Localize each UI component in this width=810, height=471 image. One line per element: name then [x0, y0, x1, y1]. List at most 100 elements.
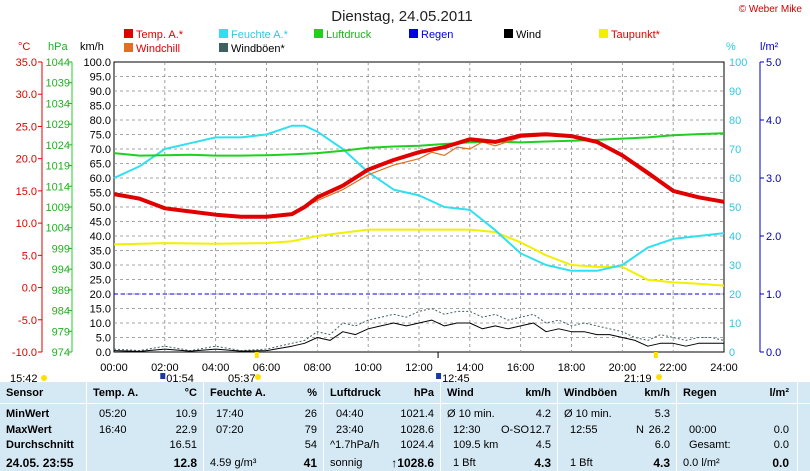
gust-avg: 6.0	[654, 439, 670, 451]
wind-tick-15: 25.0	[90, 275, 111, 287]
wind-tick-6: 70.0	[90, 144, 111, 156]
x-tick-7: 14:00	[456, 362, 484, 374]
wind-tick-11: 45.0	[90, 217, 111, 229]
x-tick-4: 08:00	[304, 362, 332, 374]
legend-swatch-7	[219, 43, 228, 52]
pressure-tick-10: 994	[52, 264, 70, 276]
rain-total: 0.0	[773, 439, 789, 451]
col-press-header: Luftdruck	[330, 387, 381, 399]
press-min-time: 04:40	[336, 408, 364, 420]
min-time-label: 01:54	[166, 373, 194, 382]
humidity-tick-8: 20	[729, 289, 741, 301]
rain-now-label: 0.0 l/m²	[683, 457, 720, 469]
unit-temp: °C	[18, 41, 30, 53]
humidity-tick-6: 40	[729, 231, 741, 243]
humidity-tick-2: 80	[729, 115, 741, 127]
wind-tick-12: 40.0	[90, 231, 111, 243]
col-temp-unit: °C	[184, 387, 197, 399]
hum-min-time: 17:40	[216, 408, 244, 420]
x-tick-5: 10:00	[354, 362, 382, 374]
left-time-label: 15:42	[10, 373, 38, 382]
press-avg: 1024.4	[400, 439, 434, 451]
legend-label-3: Regen	[421, 29, 453, 41]
sunset-marker	[653, 352, 658, 358]
legend-swatch-1	[219, 29, 228, 38]
pressure-tick-0: 1044	[46, 57, 70, 69]
wind-avg-label: Ø 10 min.	[447, 408, 495, 420]
min-marker	[160, 373, 166, 379]
legend-label-5: Taupunkt*	[611, 29, 661, 41]
wind-tick-8: 60.0	[90, 173, 111, 185]
humidity-tick-1: 90	[729, 86, 741, 98]
row-max-label: MaxWert	[6, 424, 52, 436]
wind-tick-13: 35.0	[90, 246, 111, 258]
pressure-tick-7: 1009	[46, 202, 70, 214]
temp-now: 12.8	[173, 456, 197, 470]
gust-avg-label: Ø 10 min.	[564, 408, 612, 420]
x-tick-12: 24:00	[710, 362, 738, 374]
col-rain-unit: l/m²	[769, 387, 789, 399]
x-tick-1: 02:00	[151, 362, 179, 374]
temp-min-time: 05:20	[99, 408, 127, 420]
rain-total-label: Gesamt:	[689, 439, 731, 451]
legend-label-1: Feuchte A.*	[231, 29, 289, 41]
markers: 05:37 21:19 01:54 12:45 15:42	[10, 352, 662, 382]
summary-table: Sensor MinWert MaxWert Durchschnitt 24.0…	[0, 382, 810, 471]
legend-label-2: Luftdruck	[326, 29, 372, 41]
col-gust-header: Windböen	[564, 387, 618, 399]
legend: Temp. A.* Feuchte A.* Luftdruck Regen Wind Ta…	[124, 29, 661, 55]
col-wind-header: Wind	[447, 387, 474, 399]
legend-swatch-2	[314, 29, 323, 38]
max-marker	[436, 373, 442, 379]
grid	[114, 62, 724, 352]
pressure-tick-3: 1029	[46, 119, 70, 131]
temp-max: 22.9	[175, 424, 197, 436]
wind-tick-4: 80.0	[90, 115, 111, 127]
rain-tick-2: 3.0	[766, 173, 781, 185]
max-time-label: 12:45	[442, 373, 470, 382]
temp-tick-1: 30.0	[16, 89, 37, 101]
legend-label-7: Windböen*	[231, 43, 286, 55]
wind-min: 4.2	[535, 408, 551, 420]
sun-icon	[41, 375, 47, 381]
pressure-tick-2: 1034	[46, 98, 70, 110]
unit-rain: l/m²	[760, 41, 779, 53]
sun-icon	[255, 374, 261, 380]
rain-tick-5: 0.0	[766, 347, 781, 359]
col-hum-unit: %	[307, 387, 317, 399]
gust-min: 5.3	[654, 408, 670, 420]
sunrise-marker	[254, 352, 259, 358]
unit-humidity: %	[726, 41, 736, 53]
temp-tick-3: 20.0	[16, 154, 37, 166]
temp-tick-4: 15.0	[16, 186, 37, 198]
temp-tick-9: -10.0	[12, 347, 37, 359]
press-min: 1021.4	[400, 408, 434, 420]
hum-min: 26	[304, 408, 317, 420]
hum-abs: 4.59 g/m³	[210, 457, 257, 469]
humidity-tick-7: 30	[729, 260, 741, 272]
humidity-tick-4: 60	[729, 173, 741, 185]
wind-bft: 1 Bft	[453, 457, 476, 469]
temp-max-time: 16:40	[99, 424, 127, 436]
wind-tick-2: 90.0	[90, 86, 111, 98]
wind-avg: 4.5	[535, 439, 551, 451]
col-rain-header: Regen	[683, 387, 717, 399]
row-min-label: MinWert	[6, 408, 50, 420]
wind-tick-3: 85.0	[90, 101, 111, 113]
x-tick-2: 04:00	[202, 362, 230, 374]
press-max-time: 23:40	[336, 424, 364, 436]
weather-chart: Dienstag, 24.05.2011 Temp. A.* Feuchte A.…	[10, 8, 781, 382]
temp-tick-8: -5.0	[18, 315, 37, 327]
unit-wind: km/h	[80, 41, 104, 53]
hum-avg: 54	[304, 439, 317, 451]
hum-max: 79	[304, 424, 317, 436]
x-tick-6: 12:00	[405, 362, 433, 374]
wind-max: 12.7	[529, 424, 551, 436]
series-2	[113, 124, 725, 272]
temp-tick-7: 0.0	[22, 283, 37, 295]
axis-units: °C hPa km/h% l/m²	[18, 41, 779, 53]
rain-max: 0.0	[773, 424, 789, 436]
wind-tick-10: 50.0	[90, 202, 111, 214]
credit: © Weber Mike	[738, 4, 802, 15]
legend-label-4: Wind	[516, 29, 541, 41]
